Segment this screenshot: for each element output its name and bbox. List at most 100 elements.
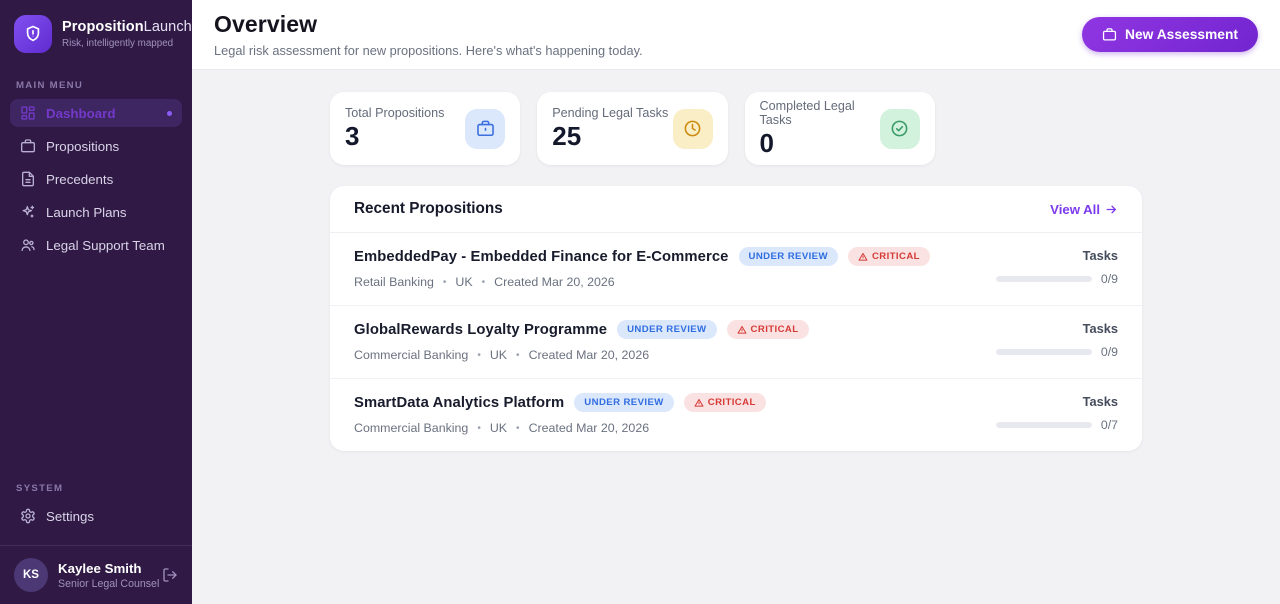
check-circle-icon [879,108,920,149]
proposition-meta: Commercial Banking • UK • Created Mar 20… [354,348,809,362]
status-badge: UNDER REVIEW [738,247,838,266]
stat-text: Pending Legal Tasks 25 [552,106,668,151]
tasks-progress-bar [995,276,1092,282]
sidebar-item-label: Launch Plans [46,204,127,220]
sidebar-item-propositions[interactable]: Propositions [10,132,182,160]
proposition-tasks: Tasks 0/9 [995,247,1118,286]
stat-label: Completed Legal Tasks [759,99,855,128]
stat-card-completed-legal-tasks: Completed Legal Tasks 0 [744,92,935,165]
risk-badge-label: CRITICAL [871,251,920,262]
proposition-main: SmartData Analytics Platform UNDER REVIE… [354,393,766,435]
stat-text: Total Propositions 3 [345,106,444,151]
view-all-link[interactable]: View All [1050,202,1118,217]
document-icon [20,171,36,187]
main-menu-section-label: MAIN MENU [16,80,84,91]
region-label: UK [455,275,473,289]
industry-label: Commercial Banking [354,421,469,435]
risk-badge-label: CRITICAL [707,397,756,408]
sidebar-item-label: Settings [46,508,95,524]
meta-dot: • [516,349,520,361]
tasks-label: Tasks [1082,321,1118,336]
created-date-label: Created Mar 20, 2026 [528,348,650,362]
system-section-label: SYSTEM [16,483,64,494]
stat-value: 3 [345,121,360,152]
recent-propositions-header: Recent Propositions View All [330,186,1142,233]
risk-badge: CRITICAL [847,247,930,266]
risk-badge: CRITICAL [683,393,766,412]
sidebar-item-label: Propositions [46,138,120,154]
meta-dot: • [481,276,486,288]
proposition-row[interactable]: GlobalRewards Loyalty Programme UNDER RE… [330,305,1142,378]
new-assessment-label: New Assessment [1125,27,1238,42]
tasks-count: 0/9 [1100,345,1118,359]
meta-dot: • [477,422,481,434]
arrow-right-icon [1105,203,1118,216]
proposition-tasks: Tasks 0/7 [995,393,1118,432]
proposition-main: GlobalRewards Loyalty Programme UNDER RE… [354,320,809,362]
system-nav: Settings [0,502,192,535]
dashboard-icon [20,105,36,121]
warning-triangle-icon [858,252,868,262]
stat-label: Total Propositions [345,106,445,121]
stat-value: 25 [552,121,582,152]
risk-badge-label: CRITICAL [750,324,799,335]
meta-dot: • [477,349,481,361]
users-icon [20,237,36,253]
tasks-count: 0/7 [1100,418,1118,432]
proposition-meta: Commercial Banking • UK • Created Mar 20… [354,421,766,435]
page-subtitle: Legal risk assessment for new propositio… [214,43,643,58]
recent-propositions-title: Recent Propositions [354,200,503,217]
stat-card-total-propositions: Total Propositions 3 [330,92,521,165]
sidebar-item-label: Legal Support Team [46,237,165,253]
sidebar-item-label: Dashboard [46,105,116,121]
sidebar-item-legal-support-team[interactable]: Legal Support Team [10,231,182,259]
brand-subtitle: Risk, intelligently mapped [62,38,174,49]
stat-label: Pending Legal Tasks [552,106,669,121]
recent-propositions-card: Recent Propositions View All EmbeddedPay… [330,186,1142,451]
briefcase-icon [20,138,36,154]
sidebar-item-precedents[interactable]: Precedents [10,165,182,193]
logout-icon[interactable] [162,567,178,583]
avatar: KS [14,558,48,592]
user-role: Senior Legal Counsel [58,577,160,590]
content: Total Propositions 3 Pending Legal Tasks… [192,70,1280,604]
meta-dot: • [442,276,447,288]
shield-logo-icon [14,15,52,53]
brand-title-bold: Proposition [62,19,144,35]
stats-grid: Total Propositions 3 Pending Legal Tasks… [330,92,1142,165]
status-badge: UNDER REVIEW [574,393,674,412]
sidebar-item-launch-plans[interactable]: Launch Plans [10,198,182,226]
created-date-label: Created Mar 20, 2026 [494,275,615,289]
stat-text: Completed Legal Tasks 0 [760,99,880,158]
proposition-row[interactable]: EmbeddedPay - Embedded Finance for E-Com… [330,233,1142,305]
proposition-row[interactable]: SmartData Analytics Platform UNDER REVIE… [330,378,1142,451]
brand-title-light: Launch [143,19,192,35]
meta-dot: • [516,422,520,434]
briefcase-icon [1102,27,1117,42]
tasks-label: Tasks [1082,248,1118,263]
brand-text: PropositionLaunch Risk, intelligently ma… [62,19,192,49]
proposition-title: SmartData Analytics Platform [354,394,565,411]
briefcase-icon [465,108,506,149]
gear-icon [20,508,36,524]
sidebar-item-settings[interactable]: Settings [10,502,182,530]
new-assessment-button[interactable]: New Assessment [1082,17,1258,52]
user-meta: Kaylee Smith Senior Legal Counsel [58,560,160,590]
user-profile[interactable]: KS Kaylee Smith Senior Legal Counsel [0,545,192,604]
tasks-count: 0/9 [1100,272,1118,286]
user-name: Kaylee Smith [58,560,142,576]
tasks-label: Tasks [1082,394,1118,409]
main-nav: Dashboard Propositions Precedents [0,99,192,264]
sidebar-item-dashboard[interactable]: Dashboard [10,99,182,127]
tasks-progress-bar [995,422,1092,428]
proposition-meta: Retail Banking • UK • Created Mar 20, 20… [354,275,930,289]
proposition-title: GlobalRewards Loyalty Programme [354,321,608,338]
warning-triangle-icon [694,398,704,408]
proposition-main: EmbeddedPay - Embedded Finance for E-Com… [354,247,930,289]
created-date-label: Created Mar 20, 2026 [528,421,650,435]
page-header: Overview Legal risk assessment for new p… [192,0,1280,70]
proposition-tasks: Tasks 0/9 [995,320,1118,359]
stat-card-pending-legal-tasks: Pending Legal Tasks 25 [537,92,728,165]
active-indicator-dot [167,110,172,116]
page-title: Overview [214,11,318,37]
